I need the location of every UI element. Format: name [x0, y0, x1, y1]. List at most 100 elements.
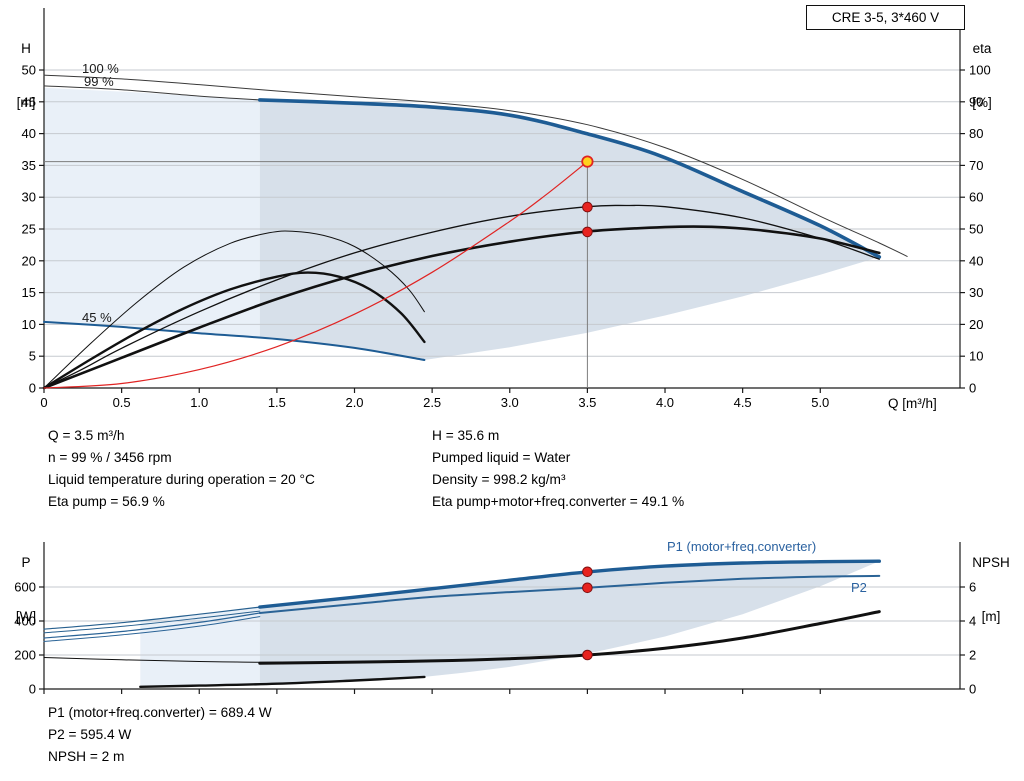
p-axis-title-line2: [W]	[15, 609, 37, 624]
p2-100-thin	[43, 612, 261, 639]
y-left-tick-label: 20	[22, 253, 36, 268]
result-density: Density = 998.2 kg/m³	[432, 472, 566, 487]
result-p1: P1 (motor+freq.converter) = 689.4 W	[48, 705, 272, 720]
eta-axis-title-line1: eta	[972, 41, 992, 56]
curve-min-speed-45	[43, 320, 426, 361]
npsh-axis-title-line1: NPSH	[972, 555, 1010, 570]
h-axis-title-line1: H	[21, 41, 31, 56]
x-tick-label: 4.0	[656, 395, 674, 410]
p2-point	[582, 582, 593, 594]
curve-speed-99-thin	[43, 85, 261, 101]
result-q: Q = 3.5 m³/h	[48, 428, 125, 443]
y-right-tick-label: 90	[969, 94, 983, 109]
y-left-tick-label: 35	[22, 158, 36, 173]
x-tick-label: 0.5	[113, 395, 131, 410]
result-text-bottom: P1 (motor+freq.converter) = 689.4 W P2 =…	[48, 702, 272, 768]
y-right-tick-label: 20	[969, 317, 983, 332]
npsh-axis-title: NPSH [m]	[962, 518, 1020, 644]
curve-max-speed	[258, 98, 882, 259]
result-p2: P2 = 595.4 W	[48, 727, 132, 742]
p1-99-thin	[43, 610, 261, 634]
y-right-tick-label: 2	[969, 647, 976, 662]
system-curve-red	[43, 161, 588, 389]
eta-pump-curve	[43, 204, 880, 389]
y-left-tick-label: 600	[14, 579, 36, 594]
y-left-tick-label: 5	[29, 349, 36, 364]
x-tick-label: 2.0	[345, 395, 363, 410]
pump-type-label: CRE 3-5, 3*460 V	[831, 10, 940, 25]
y-right-tick-label: 30	[969, 285, 983, 300]
y-left-tick-label: 45	[22, 94, 36, 109]
y-right-tick-label: 0	[969, 381, 976, 396]
qh-eta-chart: 0 5 10 15 20 25 30 35 40 45 50 0 10 20 30 40 50 60 70 80 90 1…	[22, 8, 991, 410]
y-right-tick-label: 80	[969, 126, 983, 141]
power-envelope-main	[259, 561, 880, 685]
eta-pump-point	[582, 201, 593, 213]
speed-99-label: 99 %	[84, 74, 114, 89]
y-right-tick-label: 100	[969, 63, 991, 78]
pump-type-box: CRE 3-5, 3*460 V	[806, 5, 965, 30]
y-right-tick-label: 40	[969, 253, 983, 268]
power-envelope-left	[140, 607, 260, 687]
speed-45-label: 45 %	[82, 310, 112, 325]
result-eta-total: Eta pump+motor+freq.converter = 49.1 %	[432, 494, 685, 509]
y-left-tick-label: 30	[22, 190, 36, 205]
result-h: H = 35.6 m	[432, 428, 500, 443]
eta-axis-title-line2: [%]	[972, 95, 992, 110]
y-left-tick-label: 400	[14, 613, 36, 628]
h-axis-title: H [m]	[8, 4, 44, 130]
p1-100-thin	[43, 606, 261, 630]
eta-axis-title: eta [%]	[960, 4, 1004, 130]
y-left-tick-label: 25	[22, 222, 36, 237]
p1-curve-label: P1 (motor+freq.converter)	[667, 539, 817, 554]
y-left-tick-label: 15	[22, 285, 36, 300]
y-right-tick-label: 10	[969, 349, 983, 364]
y-left-tick-label: 0	[29, 682, 36, 697]
y-left-tick-label: 10	[22, 317, 36, 332]
h-axis-title-line2: [m]	[16, 95, 36, 110]
p2-99-thin	[43, 616, 261, 642]
x-tick-label: 1.5	[268, 395, 286, 410]
x-tick-label: 1.0	[190, 395, 208, 410]
power-npsh-chart: 0 200 400 600 0 2 4 6	[14, 542, 976, 697]
q-axis-title: Q [m³/h]	[888, 396, 937, 411]
result-npsh: NPSH = 2 m	[48, 749, 125, 764]
speed-100-label: 100 %	[82, 61, 119, 76]
npsh-point	[582, 649, 593, 661]
y-left-tick-label: 50	[22, 63, 36, 78]
eta-total-point	[582, 226, 593, 238]
result-temperature: Liquid temperature during operation = 20…	[48, 472, 315, 487]
p1-point	[582, 566, 593, 578]
curve-speed-100-thin	[43, 74, 908, 257]
result-text-left: Q = 3.5 m³/h n = 99 % / 3456 rpm Liquid …	[48, 425, 315, 513]
y-right-tick-label: 50	[969, 222, 983, 237]
duty-point	[581, 155, 594, 168]
p2-curve-label: P2	[851, 580, 867, 595]
result-text-right: H = 35.6 m Pumped liquid = Water Density…	[432, 425, 684, 513]
y-right-tick-label: 4	[969, 613, 976, 628]
eta-pump-45-curve	[43, 230, 425, 389]
operating-envelope-left	[44, 87, 260, 338]
x-tick-label: 2.5	[423, 395, 441, 410]
p-axis-title: P [W]	[8, 518, 44, 644]
x-tick-label: 4.5	[734, 395, 752, 410]
operating-envelope-main	[259, 99, 880, 361]
y-left-tick-label: 40	[22, 126, 36, 141]
y-left-tick-label: 0	[29, 381, 36, 396]
eta-total-45-curve	[42, 271, 426, 390]
npsh-axis-title-line2: [m]	[981, 609, 1001, 624]
x-tick-label: 0	[40, 395, 47, 410]
y-left-tick-label: 200	[14, 647, 36, 662]
p-45-curve	[139, 675, 426, 688]
result-liquid: Pumped liquid = Water	[432, 450, 571, 465]
result-eta-pump: Eta pump = 56.9 %	[48, 494, 165, 509]
x-tick-label: 3.0	[501, 395, 519, 410]
x-tick-label: 5.0	[811, 395, 829, 410]
y-right-tick-label: 60	[969, 190, 983, 205]
p-axis-title-line1: P	[21, 555, 31, 570]
eta-total-curve	[42, 225, 881, 390]
y-right-tick-label: 0	[969, 682, 976, 697]
x-tick-label: 3.5	[578, 395, 596, 410]
y-right-tick-label: 70	[969, 158, 983, 173]
